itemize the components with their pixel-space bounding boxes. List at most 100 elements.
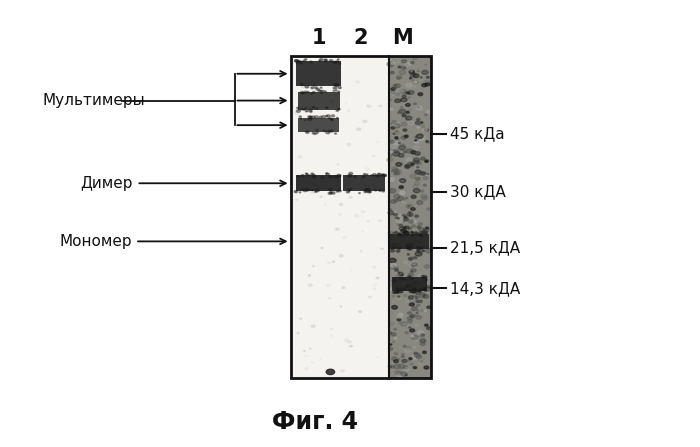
Circle shape: [340, 203, 343, 206]
Circle shape: [424, 366, 429, 369]
Circle shape: [414, 338, 419, 341]
Circle shape: [390, 242, 392, 244]
Circle shape: [405, 332, 408, 334]
Circle shape: [337, 109, 340, 110]
Circle shape: [419, 307, 421, 308]
Circle shape: [395, 163, 402, 166]
Circle shape: [318, 60, 321, 61]
Circle shape: [410, 249, 411, 250]
Circle shape: [406, 347, 411, 350]
Circle shape: [403, 129, 407, 131]
Circle shape: [417, 70, 419, 72]
Circle shape: [398, 272, 400, 273]
Circle shape: [419, 235, 422, 236]
Circle shape: [295, 60, 298, 62]
Circle shape: [317, 127, 321, 130]
Circle shape: [407, 320, 412, 323]
Circle shape: [346, 191, 349, 193]
Circle shape: [399, 181, 403, 183]
Circle shape: [391, 333, 396, 336]
Circle shape: [427, 208, 430, 210]
Circle shape: [416, 355, 421, 358]
Circle shape: [397, 61, 400, 63]
Circle shape: [394, 124, 400, 128]
Circle shape: [402, 95, 406, 97]
Circle shape: [395, 291, 399, 293]
Circle shape: [405, 232, 409, 234]
Circle shape: [368, 191, 370, 193]
Circle shape: [411, 269, 416, 272]
Circle shape: [420, 232, 424, 234]
Circle shape: [414, 103, 416, 105]
Circle shape: [382, 174, 384, 175]
Circle shape: [326, 131, 330, 134]
Circle shape: [424, 114, 427, 116]
Circle shape: [399, 198, 405, 202]
Circle shape: [397, 224, 398, 225]
Circle shape: [338, 190, 341, 192]
Bar: [290, 56, 430, 378]
Circle shape: [395, 247, 397, 248]
Circle shape: [425, 287, 430, 291]
Circle shape: [306, 189, 309, 191]
Circle shape: [321, 247, 323, 249]
Circle shape: [415, 152, 420, 155]
Circle shape: [321, 177, 324, 178]
Circle shape: [312, 190, 313, 191]
Circle shape: [419, 334, 424, 337]
Circle shape: [414, 257, 416, 259]
Circle shape: [401, 291, 403, 292]
Circle shape: [403, 295, 407, 297]
Circle shape: [371, 175, 373, 176]
Circle shape: [301, 189, 303, 190]
Circle shape: [391, 91, 395, 93]
Circle shape: [301, 175, 304, 176]
Circle shape: [394, 329, 396, 330]
Circle shape: [297, 60, 300, 62]
Circle shape: [409, 247, 412, 249]
Circle shape: [390, 265, 395, 269]
Circle shape: [300, 118, 302, 119]
Circle shape: [298, 156, 302, 158]
Circle shape: [416, 304, 420, 307]
Circle shape: [389, 108, 391, 110]
Circle shape: [389, 154, 393, 156]
Circle shape: [314, 116, 318, 118]
Circle shape: [395, 217, 398, 219]
Circle shape: [392, 279, 396, 282]
Circle shape: [393, 279, 397, 282]
Circle shape: [416, 106, 422, 110]
Circle shape: [419, 246, 424, 249]
Circle shape: [421, 84, 426, 87]
Circle shape: [427, 286, 430, 288]
Circle shape: [335, 176, 338, 178]
Circle shape: [427, 306, 430, 308]
Circle shape: [391, 91, 398, 95]
Circle shape: [419, 172, 425, 175]
Circle shape: [400, 89, 407, 94]
Circle shape: [420, 289, 421, 290]
Circle shape: [393, 364, 400, 369]
Circle shape: [423, 177, 428, 180]
Circle shape: [364, 191, 367, 193]
Circle shape: [414, 232, 418, 234]
Circle shape: [409, 109, 412, 110]
Circle shape: [399, 322, 400, 323]
Circle shape: [300, 91, 304, 94]
Circle shape: [299, 116, 302, 118]
Circle shape: [422, 70, 428, 75]
Circle shape: [321, 90, 324, 92]
Circle shape: [348, 190, 349, 191]
Circle shape: [419, 357, 423, 360]
Circle shape: [405, 226, 409, 228]
Circle shape: [424, 310, 426, 312]
Circle shape: [419, 223, 422, 225]
Circle shape: [389, 232, 393, 235]
Circle shape: [381, 174, 383, 176]
Circle shape: [313, 176, 316, 178]
Circle shape: [349, 341, 351, 343]
Circle shape: [376, 175, 379, 177]
Circle shape: [402, 366, 408, 369]
Circle shape: [378, 173, 380, 174]
Circle shape: [421, 334, 424, 336]
